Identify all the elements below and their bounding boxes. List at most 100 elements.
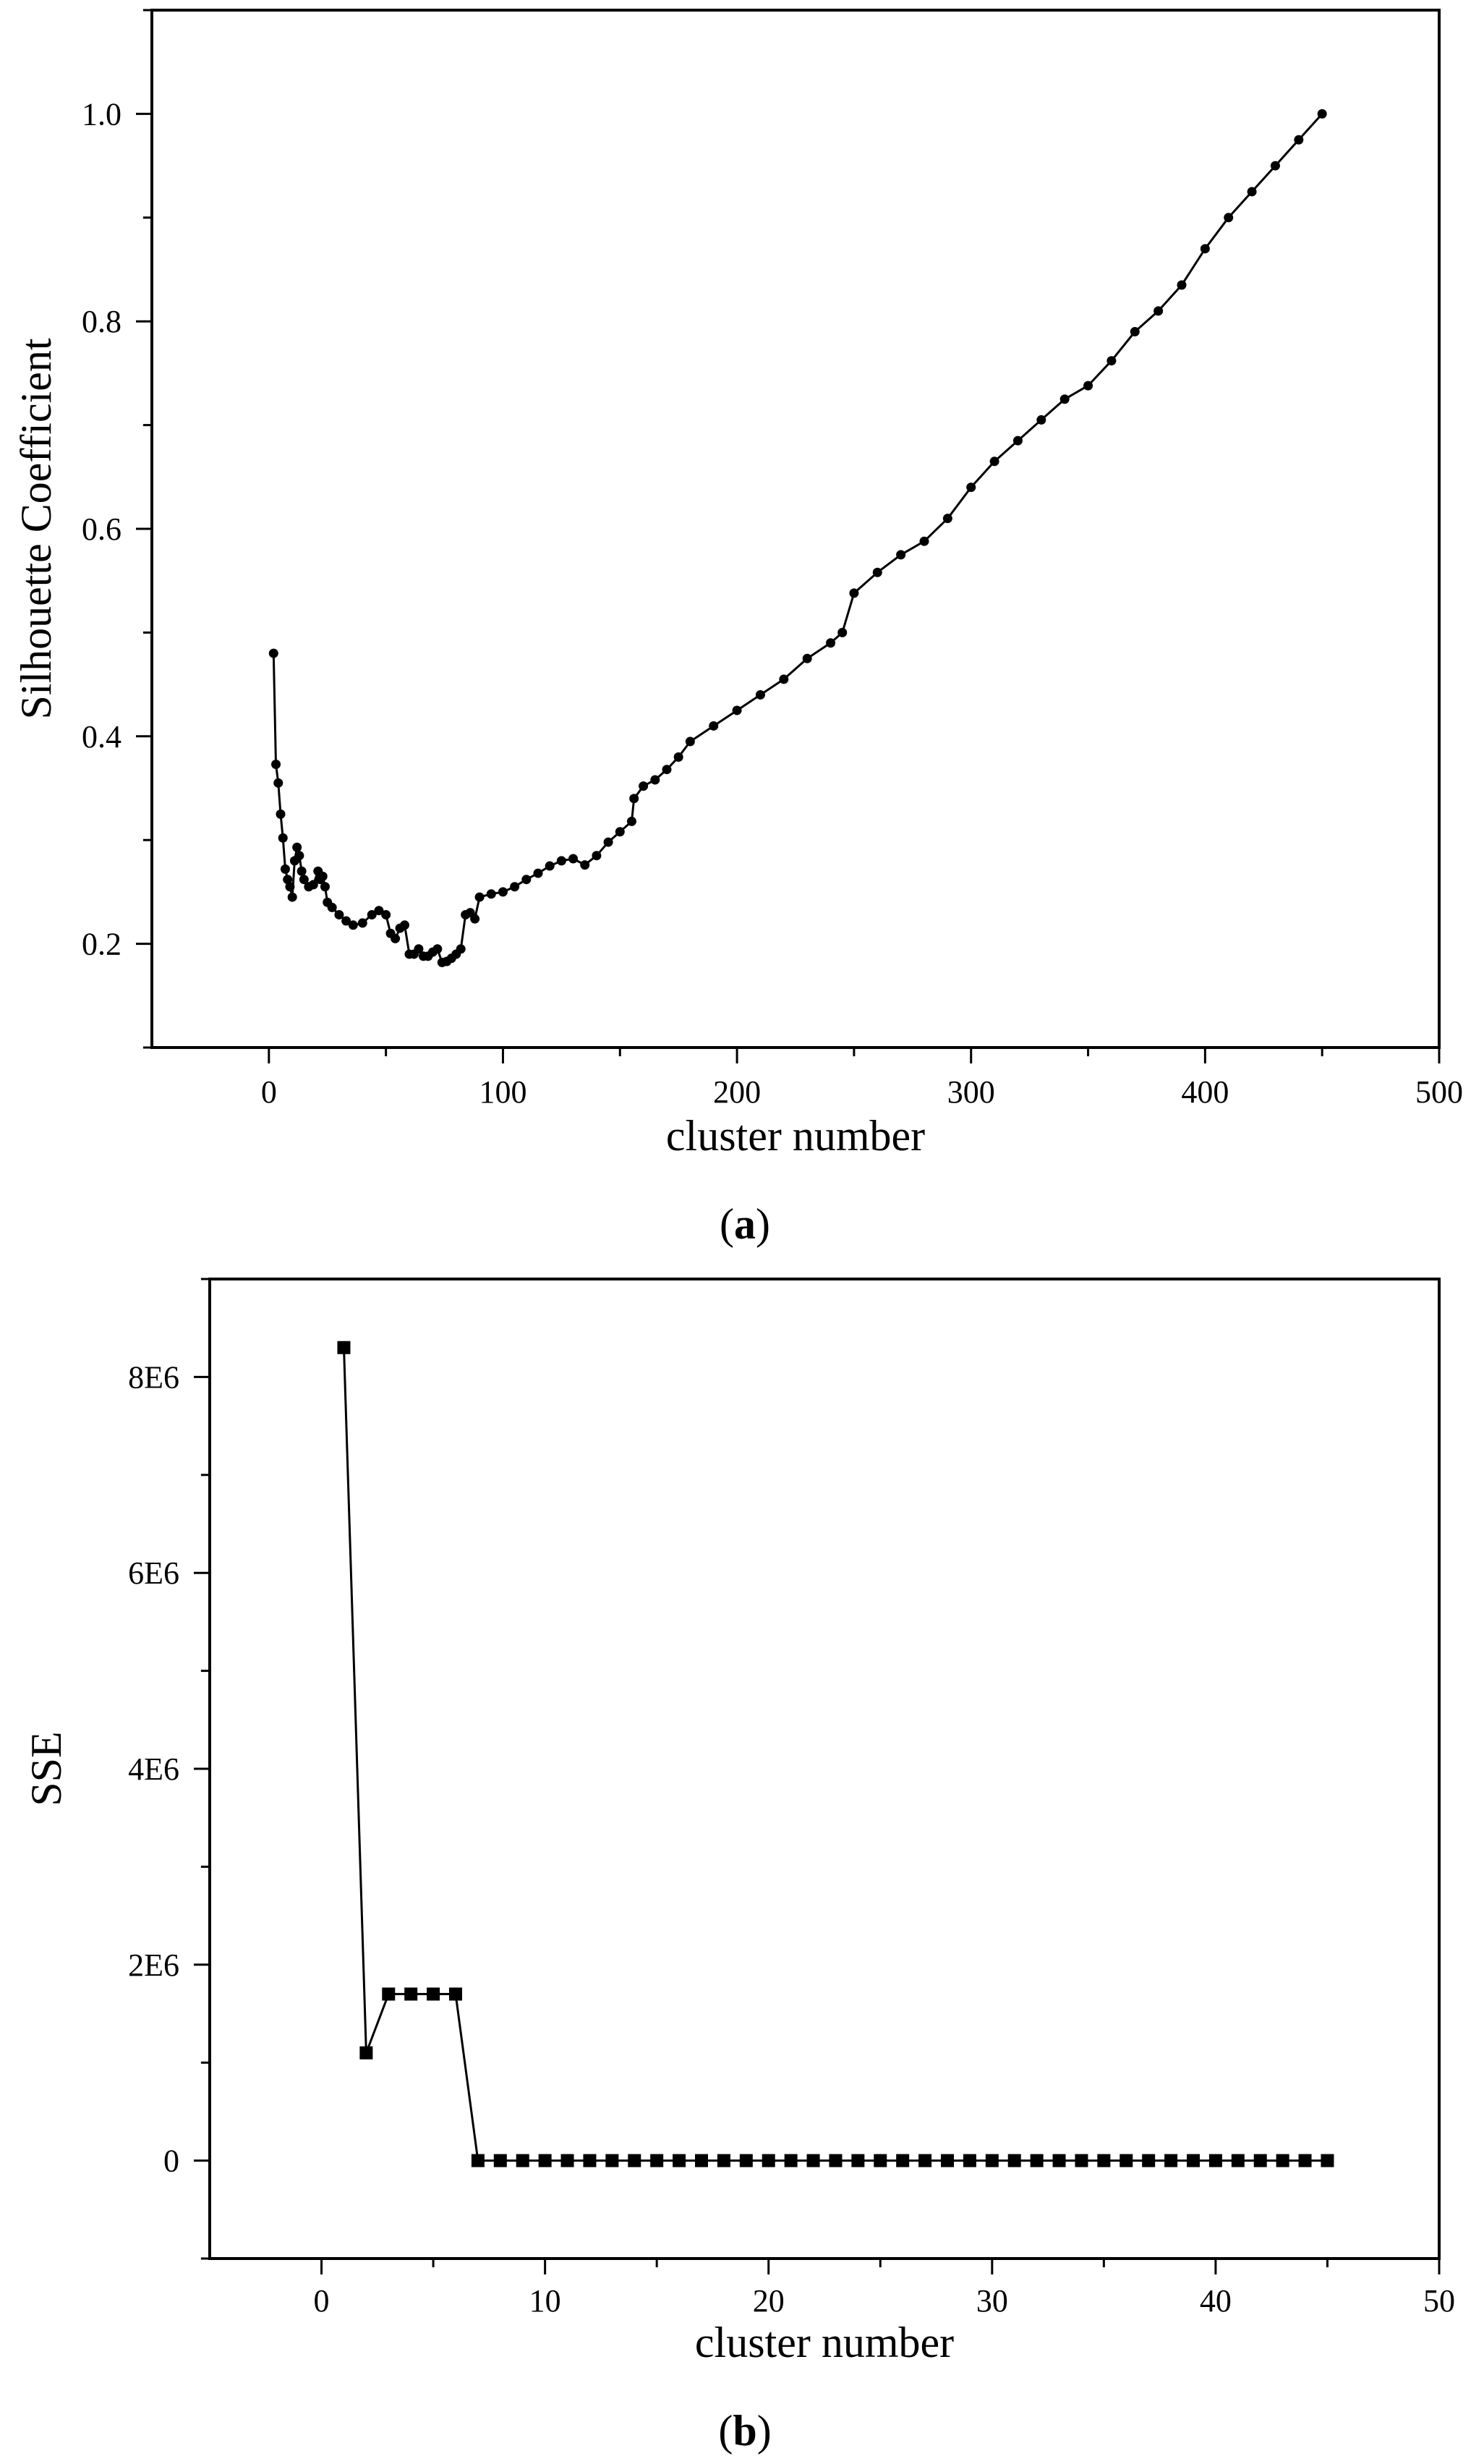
chart-a: 0 100 200 300 400 500 0.2 0.4 0.6 0.8 1.0 cluster n… <box>12 9 1463 1248</box>
data-point <box>449 1987 462 2001</box>
data-point <box>538 2154 552 2167</box>
data-point <box>1153 306 1164 316</box>
x-tick-label: 10 <box>529 2283 561 2319</box>
data-point <box>341 916 351 926</box>
data-point <box>568 854 579 864</box>
x-tick-label: 500 <box>1415 1074 1463 1110</box>
data-point <box>317 871 328 881</box>
data-point <box>294 851 304 861</box>
data-point <box>1052 2154 1066 2167</box>
x-tick-label: 0 <box>314 2283 330 2319</box>
data-point <box>709 721 719 731</box>
data-point <box>382 1987 396 2001</box>
data-point <box>498 887 508 897</box>
data-point <box>1130 327 1140 337</box>
y-tick-label: 0.8 <box>82 304 121 339</box>
x-tick-label: 400 <box>1181 1074 1229 1110</box>
data-point <box>802 653 812 663</box>
data-point <box>837 627 848 637</box>
data-point <box>896 550 906 560</box>
data-point <box>963 2154 976 2167</box>
data-point <box>695 2154 708 2167</box>
data-point <box>456 944 466 954</box>
data-point <box>278 833 288 843</box>
data-point <box>1036 415 1046 425</box>
data-point <box>533 868 543 878</box>
y-tick-label: 0.2 <box>82 927 121 962</box>
data-point <box>685 736 695 747</box>
data-point <box>1030 2154 1044 2167</box>
data-point <box>348 920 358 930</box>
data-point <box>739 2154 753 2167</box>
data-point <box>374 906 384 916</box>
data-point <box>662 765 672 775</box>
x-axis-title: cluster number <box>666 1112 925 1160</box>
x-tick-label: 0 <box>261 1074 277 1110</box>
data-point <box>592 851 602 861</box>
data-point <box>1200 244 1210 254</box>
data-point <box>359 2046 373 2060</box>
data-point <box>1164 2154 1178 2167</box>
panel-caption: (a) <box>720 1200 770 1248</box>
data-point <box>308 880 318 890</box>
data-point <box>1208 2154 1222 2167</box>
data-point <box>874 2154 887 2167</box>
data-point <box>1177 280 1187 290</box>
x-tick-label: 300 <box>947 1074 995 1110</box>
data-point <box>650 2154 664 2167</box>
data-point <box>603 837 613 847</box>
data-point <box>367 909 377 919</box>
data-point <box>615 827 625 837</box>
data-point <box>357 918 367 928</box>
data-point <box>280 864 290 874</box>
y-tick-label: 0.4 <box>82 719 121 755</box>
data-point <box>762 2154 775 2167</box>
data-point <box>276 809 286 819</box>
data-point <box>941 2154 954 2167</box>
data-point <box>629 794 639 804</box>
y-tick-label: 2E6 <box>128 1947 179 1983</box>
data-point <box>1294 135 1304 145</box>
x-tick-label: 40 <box>1200 2283 1232 2319</box>
y-axis-title: SSE <box>22 1731 70 1806</box>
data-point <box>628 2154 641 2167</box>
data-point <box>474 892 485 902</box>
y-tick-label: 4E6 <box>128 1751 179 1787</box>
data-point <box>1231 2154 1245 2167</box>
data-point <box>414 944 424 954</box>
data-point <box>470 914 480 924</box>
data-point <box>1083 381 1093 391</box>
data-point <box>545 861 555 871</box>
data-point <box>1321 2154 1334 2167</box>
data-point <box>1187 2154 1200 2167</box>
data-point <box>1007 2154 1021 2167</box>
data-point <box>299 875 309 885</box>
data-point <box>292 842 302 852</box>
data-point <box>717 2154 730 2167</box>
data-point <box>283 875 293 885</box>
data-point <box>583 2154 597 2167</box>
data-point <box>271 760 281 770</box>
data-point <box>486 889 496 899</box>
data-point <box>755 689 765 700</box>
y-tick-label: 1.0 <box>82 96 121 132</box>
y-axis-title: Silhouette Coefficient <box>12 338 60 719</box>
data-point <box>851 2154 865 2167</box>
y-tick-label: 8E6 <box>128 1359 179 1395</box>
data-point <box>849 588 859 598</box>
data-point <box>1097 2154 1111 2167</box>
data-point <box>966 483 976 493</box>
x-tick-label: 30 <box>976 2283 1008 2319</box>
data-point <box>320 882 330 892</box>
data-point <box>779 674 789 684</box>
data-point <box>400 920 410 930</box>
data-point <box>732 705 742 715</box>
x-tick-label: 200 <box>713 1074 761 1110</box>
data-point <box>1276 2154 1289 2167</box>
data-point <box>471 2154 485 2167</box>
data-point <box>829 2154 843 2167</box>
data-point <box>273 778 283 788</box>
x-tick-label: 100 <box>479 1074 526 1110</box>
